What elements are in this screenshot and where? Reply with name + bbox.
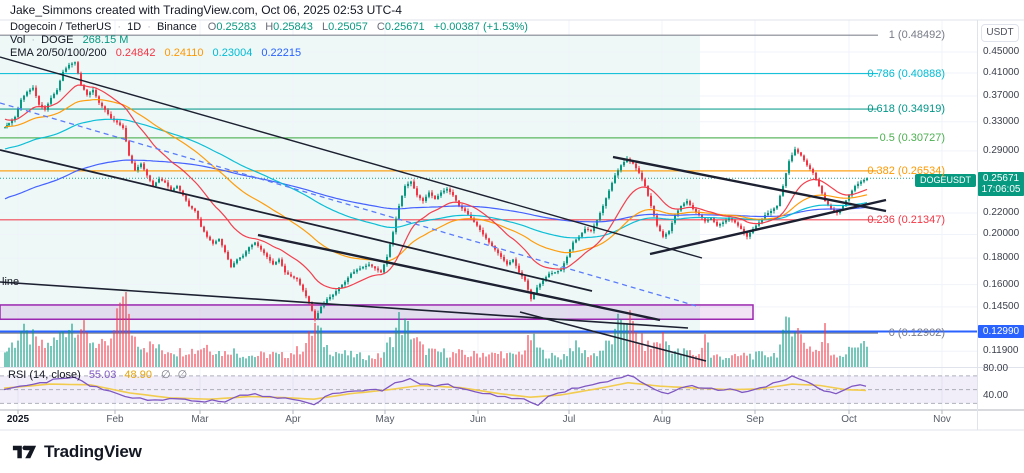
rsi-ma-value: 48.90 xyxy=(124,369,152,381)
current-price-value: 0.25671 xyxy=(982,173,1020,184)
high-value: 0.25843 xyxy=(273,21,313,33)
separator-dot: · xyxy=(31,34,36,46)
price-axis-label: 0.45000 xyxy=(983,46,1020,57)
time-axis-label: Sep xyxy=(746,414,764,425)
price-axis-label: 0.41000 xyxy=(983,66,1020,78)
price-axis-label: 0.29000 xyxy=(983,144,1020,156)
volume-unit: DOGE xyxy=(41,34,74,46)
interval-label: 1D xyxy=(127,21,142,33)
tradingview-logo-text: TradingView xyxy=(44,442,142,461)
tradingview-logo-icon xyxy=(12,445,37,459)
fib-level-label: 0.5 (0.30727) xyxy=(879,131,945,144)
bar-countdown: 17:06:05 xyxy=(981,184,1021,195)
time-axis-label: Aug xyxy=(653,414,671,425)
time-axis-label: 2025 xyxy=(6,414,30,425)
separator-dot: · xyxy=(117,21,122,33)
rsi-value: 55.03 xyxy=(88,369,117,381)
change-value: +0.00387 (+1.53%) xyxy=(433,21,528,33)
attribution-text: Jake_Simmons created with TradingView.co… xyxy=(10,3,402,17)
low-label: L xyxy=(321,21,329,33)
fib-level-label: 0.236 (0.21347) xyxy=(867,213,945,226)
current-price-badge: 0.25671 17:06:05 xyxy=(978,172,1024,196)
time-axis-label: Jul xyxy=(562,414,576,425)
open-value: 0.25283 xyxy=(216,21,257,33)
ema-label: EMA 20/50/100/200 xyxy=(10,47,107,59)
time-axis-label: Oct xyxy=(841,414,857,425)
ema-legend-row[interactable]: EMA 20/50/100/200 0.24842 0.24110 0.2300… xyxy=(10,47,301,59)
price-axis-label: 0.18000 xyxy=(983,252,1020,264)
volume-value: 268.15 M xyxy=(82,34,129,46)
time-axis-label: Jun xyxy=(469,414,487,425)
ema200-value: 0.22215 xyxy=(261,47,302,59)
price-axis-label: 0.11900 xyxy=(983,345,1019,357)
horizontal-line-price-badge: 0.12990 xyxy=(978,325,1024,338)
exchange-label: Binance xyxy=(156,21,197,33)
open-label: O xyxy=(207,21,217,33)
price-axis-label: 0.37000 xyxy=(983,90,1020,102)
rsi-hidden-band-icon: ∅ xyxy=(177,369,188,381)
separator-dot: · xyxy=(147,21,151,33)
fib-level-label: 0.786 (0.40888) xyxy=(867,67,945,80)
low-value: 0.25057 xyxy=(328,21,368,33)
high-label: H xyxy=(265,21,274,33)
price-axis-label: 0.33000 xyxy=(983,115,1020,127)
symbol-legend-row[interactable]: Dogecoin / TetherUS · 1D · Binance O0.25… xyxy=(10,21,528,33)
tradingview-logo[interactable]: TradingView xyxy=(12,441,142,463)
ema50-value: 0.24110 xyxy=(164,47,204,59)
time-axis-label: Mar xyxy=(191,414,209,425)
price-axis-label: 0.16000 xyxy=(983,278,1020,290)
fib-level-label: 1 (0.48492) xyxy=(888,29,945,42)
rsi-legend-row[interactable]: RSI (14, close) 55.03 48.90 ∅ ∅ xyxy=(8,368,187,381)
rsi-axis-label: 40.00 xyxy=(983,390,1009,402)
time-axis-label: Feb xyxy=(106,414,124,425)
time-axis-label: May xyxy=(375,414,395,425)
price-axis-label: 0.14500 xyxy=(983,300,1020,312)
time-axis-label: Apr xyxy=(285,414,301,425)
symbol-name: Dogecoin / TetherUS xyxy=(10,21,112,33)
close-value: 0.25671 xyxy=(384,21,425,33)
close-label: C xyxy=(376,21,385,33)
time-axis-label: Nov xyxy=(933,414,951,425)
fib-level-label: 0 (0.12902) xyxy=(888,327,945,340)
currency-toggle-button[interactable]: USDT xyxy=(981,24,1019,42)
rsi-hidden-band-icon: ∅ xyxy=(161,369,171,381)
price-axis-label: 0.22000 xyxy=(983,207,1020,218)
fib-level-label: 0.382 (0.26534) xyxy=(867,164,945,177)
ema20-value: 0.24842 xyxy=(115,47,156,59)
volume-label: Vol xyxy=(10,34,26,46)
ema100-value: 0.23004 xyxy=(212,47,253,59)
symbol-price-tag: DOGEUSDT xyxy=(914,174,976,187)
fib-level-label: 0.618 (0.34919) xyxy=(867,103,945,116)
trendline-label[interactable]: line xyxy=(2,276,20,288)
rsi-label: RSI (14, close) xyxy=(8,369,81,381)
price-axis-label: 0.20000 xyxy=(983,228,1020,240)
volume-legend-row[interactable]: Vol · DOGE 268.15 M xyxy=(10,34,128,46)
rsi-axis-label: 80.00 xyxy=(983,363,1009,374)
